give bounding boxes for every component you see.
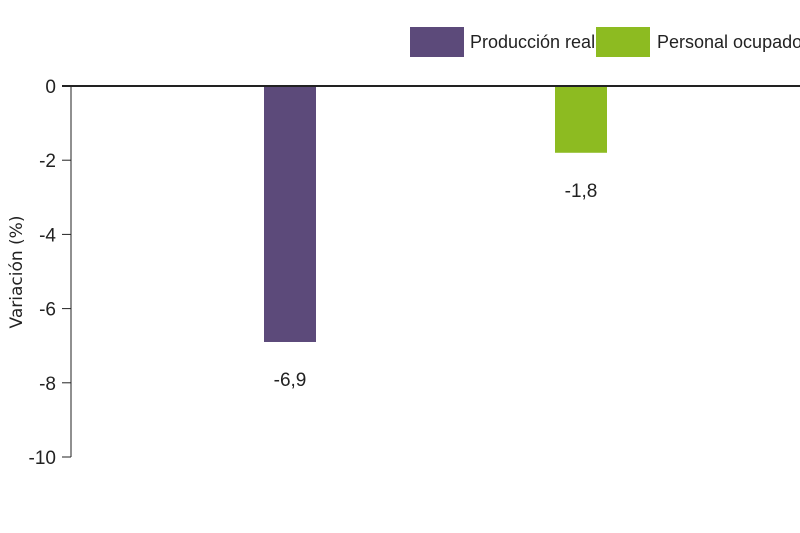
y-tick-label: 0 (45, 77, 56, 98)
legend-swatch-personal-ocupado (596, 27, 650, 57)
bar-1 (555, 87, 607, 153)
data-label-1: -1,8 (565, 181, 598, 202)
y-axis-label: Variación (%) (7, 216, 27, 329)
y-tick-label: -8 (39, 374, 56, 395)
legend-label-produccion-real: Producción real (470, 32, 595, 52)
y-ticks: 0 -2 -4 -6 -8 -10 (29, 77, 71, 469)
y-tick-label: -10 (29, 448, 56, 469)
y-tick-label: -4 (39, 225, 56, 246)
axes (62, 85, 800, 457)
y-tick-label: -6 (39, 300, 56, 321)
bars (264, 87, 607, 342)
legend-label-personal-ocupado: Personal ocupado (657, 32, 800, 52)
data-labels: -6,9 -1,8 (274, 181, 598, 391)
legend-swatch-produccion-real (410, 27, 464, 57)
bar-0 (264, 87, 316, 342)
legend: Producción real Personal ocupado (410, 27, 800, 57)
y-tick-label: -2 (39, 151, 56, 172)
data-label-0: -6,9 (274, 370, 307, 391)
